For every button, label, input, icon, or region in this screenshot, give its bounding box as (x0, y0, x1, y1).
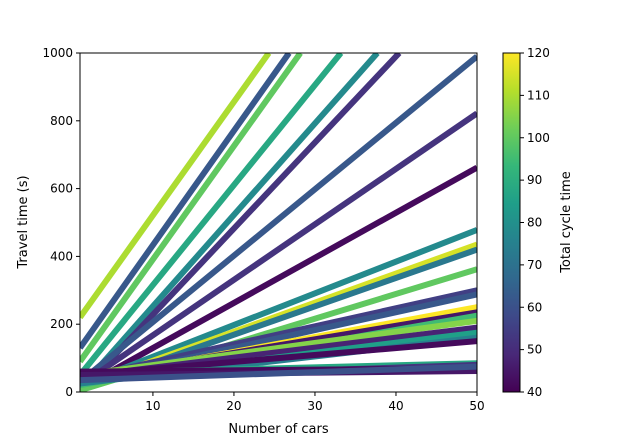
series-line-10 (80, 227, 477, 389)
series-line-3 (80, 53, 303, 364)
y-tick-label: 800 (50, 114, 73, 128)
y-tick-label: 200 (50, 317, 73, 331)
colorbar-tick-label: 90 (527, 173, 542, 187)
colorbar-tick-label: 110 (527, 88, 550, 102)
colorbar-tick-label: 100 (527, 131, 550, 145)
x-tick-label: 40 (388, 399, 403, 413)
x-axis: 10 20 30 40 50 (145, 392, 485, 413)
series-line-7 (80, 54, 477, 385)
colorbar-label: Total cycle time (559, 171, 574, 274)
colorbar-tick-label: 80 (527, 216, 542, 230)
x-tick-label: 20 (226, 399, 241, 413)
x-axis-label: Number of cars (228, 422, 328, 437)
series-line-1 (80, 53, 272, 320)
y-tick-label: 400 (50, 249, 73, 263)
y-axis-label: Travel time (s) (16, 175, 31, 269)
series-line-8 (80, 110, 477, 388)
x-tick-label: 10 (145, 399, 160, 413)
y-tick-label: 0 (65, 385, 73, 399)
series-layer (80, 53, 477, 392)
y-axis: 0 200 400 600 800 1000 (42, 46, 80, 399)
colorbar-tick-label: 50 (527, 343, 542, 357)
colorbar-tick-label: 120 (527, 46, 550, 60)
colorbar-tick-label: 70 (527, 258, 542, 272)
series-line-2 (80, 53, 292, 350)
y-tick-label: 600 (50, 182, 73, 196)
series-line-9 (80, 164, 477, 392)
x-tick-label: 50 (469, 399, 484, 413)
series-line-5 (80, 53, 380, 391)
colorbar-tick-label: 60 (527, 300, 542, 314)
colorbar (502, 52, 521, 393)
colorbar-tick-label: 40 (527, 385, 542, 399)
series-line-28 (80, 363, 477, 384)
plot-frame (79, 52, 478, 393)
x-tick-label: 30 (307, 399, 322, 413)
y-tick-label: 1000 (42, 46, 73, 60)
series-line-4 (80, 53, 344, 377)
colorbar-axis: 40 50 60 70 80 90 100 110 120 (520, 46, 550, 399)
